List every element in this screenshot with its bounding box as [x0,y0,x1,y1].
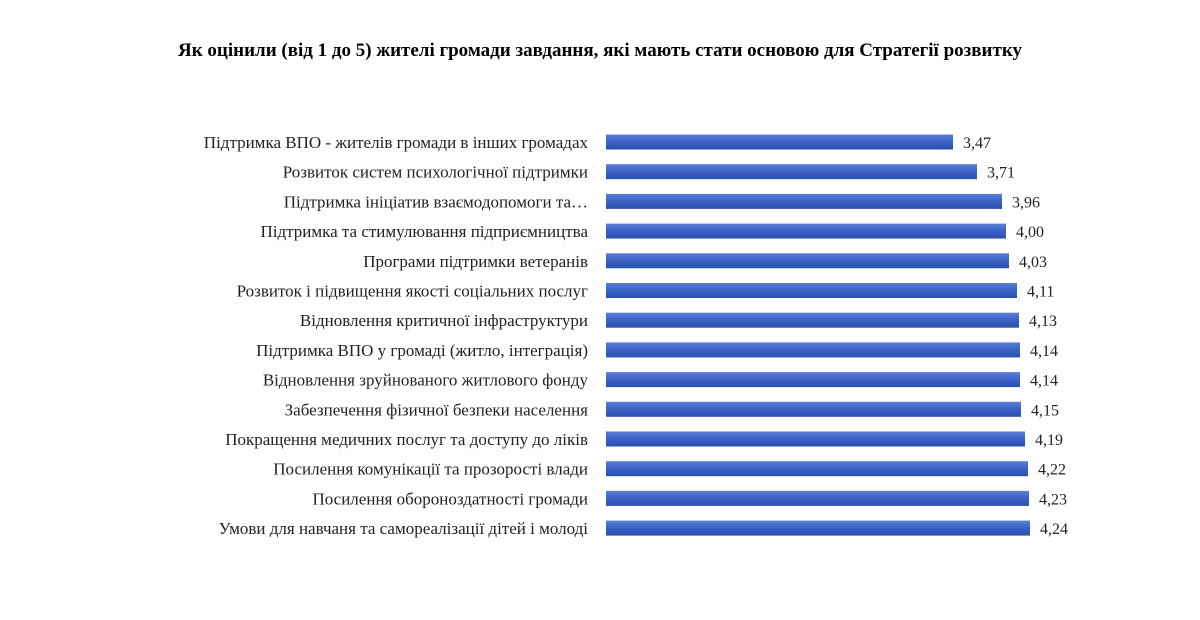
value-label: 3,47 [963,135,991,152]
value-label: 4,13 [1029,313,1057,330]
value-label: 4,00 [1016,224,1044,241]
value-label: 4,14 [1030,343,1058,360]
value-labels-group: 3,47 3,71 3,96 4,00 4,03 4,11 4,13 4,14 4,14 4,15… [963,135,1068,538]
category-label: Умови для навчаня та самореалізації діте… [219,519,589,538]
bar [606,490,1029,506]
bar [606,223,1006,239]
bar [606,461,1028,477]
value-label: 4,23 [1039,491,1067,508]
value-label: 4,14 [1030,373,1058,390]
value-label: 4,19 [1035,432,1063,449]
bar [606,253,1009,269]
category-label: Розвиток систем психологічної підтримки [283,163,588,182]
category-label: Відновлення критичної інфраструктури [300,311,588,330]
category-label: Підтримка та стимулювання підприємництва [260,222,588,241]
category-label: Відновлення зруйнованого житлового фонду [263,371,589,390]
category-label: Забезпечення фізичної безпеки населення [285,400,589,419]
bars-group [606,134,1030,536]
value-label: 4,22 [1038,462,1066,479]
bar [606,134,953,150]
bar [606,520,1030,536]
category-label: Посилення комунікації та прозорості влад… [273,460,588,479]
category-label: Підтримка ВПО у громаді (житло, інтеграц… [256,341,588,360]
category-label: Покращення медичних послуг та доступу до… [225,430,588,449]
value-label: 4,11 [1027,284,1054,301]
value-label: 4,15 [1031,402,1059,419]
value-label: 4,24 [1040,521,1068,538]
category-label: Програми підтримки ветеранів [363,252,588,271]
bar [606,431,1025,447]
bar [606,372,1020,388]
category-label: Посилення обороноздатності громади [312,489,588,508]
bar [606,312,1019,328]
category-labels-group: Підтримка ВПО - жителів громади в інших … [204,133,589,538]
bar [606,283,1017,298]
bar [606,193,1002,209]
value-label: 4,03 [1019,254,1047,271]
category-label: Підтримка ВПО - жителів громади в інших … [204,133,589,152]
bar [606,401,1021,417]
category-label: Розвиток і підвищення якості соціальних … [237,282,588,301]
value-label: 3,71 [987,165,1015,182]
category-label: Підтримка ініціатив взаємодопомоги та… [284,192,588,211]
chart-title: Як оцінили (від 1 до 5) жителі громади з… [178,40,1022,61]
bar [606,342,1020,358]
bar [606,164,977,180]
value-label: 3,96 [1012,194,1040,211]
